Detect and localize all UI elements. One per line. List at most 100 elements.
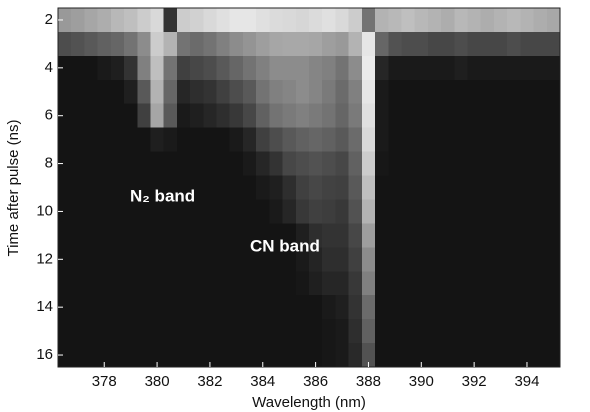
heatmap-cell — [441, 199, 455, 224]
heatmap-cell — [216, 55, 231, 81]
heatmap-cell — [97, 103, 112, 129]
heatmap-cell — [309, 175, 323, 200]
heatmap-cell — [427, 151, 442, 176]
heatmap-cell — [110, 31, 125, 57]
heatmap-cell — [97, 199, 112, 224]
heatmap-cell — [216, 79, 231, 105]
heatmap-cell — [203, 31, 217, 57]
heatmap-cell — [309, 223, 323, 248]
heatmap-cell — [124, 271, 138, 296]
heatmap-cell — [97, 247, 112, 272]
heatmap-cell — [546, 343, 561, 368]
heatmap-cell — [269, 343, 283, 368]
heatmap-cell — [388, 199, 402, 224]
heatmap-cell — [84, 55, 99, 81]
heatmap-cell — [546, 295, 561, 320]
heatmap-cell — [163, 55, 178, 81]
heatmap-cell — [309, 271, 323, 296]
heatmap-cell — [348, 55, 363, 81]
heatmap-cell — [124, 175, 138, 200]
heatmap-cell — [480, 247, 495, 272]
heatmap-cell — [309, 247, 323, 272]
heatmap-cell — [58, 55, 72, 81]
heatmap-cell — [97, 127, 112, 152]
heatmap-cell — [454, 8, 468, 33]
heatmap-cell — [507, 151, 521, 176]
heatmap-cell — [493, 295, 508, 320]
heatmap-cell — [282, 223, 297, 248]
heatmap-cell — [269, 271, 283, 296]
heatmap-cell — [150, 127, 165, 152]
heatmap-cell — [97, 223, 112, 248]
heatmap-cell — [97, 295, 112, 320]
heatmap-cell — [454, 55, 468, 81]
heatmap-cell — [110, 271, 125, 296]
heatmap-cell — [401, 247, 416, 272]
heatmap-cell — [533, 31, 548, 57]
heatmap-cell — [242, 223, 257, 248]
heatmap-cell — [84, 79, 99, 105]
heatmap-cell — [507, 295, 521, 320]
heatmap-cell — [467, 223, 482, 248]
heatmap-cell — [335, 295, 350, 320]
heatmap-cell — [348, 223, 363, 248]
heatmap-cell — [493, 151, 508, 176]
heatmap-cell — [388, 343, 402, 368]
y-tick-label: 6 — [45, 107, 53, 124]
heatmap-cell — [269, 31, 283, 57]
heatmap-cell — [546, 151, 561, 176]
heatmap-cell — [533, 55, 548, 81]
heatmap-cell — [533, 295, 548, 320]
heatmap-cell — [58, 79, 72, 105]
heatmap-cell — [203, 295, 217, 320]
heatmap-cell — [295, 79, 310, 105]
heatmap-cell — [348, 175, 363, 200]
heatmap-cell — [427, 199, 442, 224]
heatmap-cell — [401, 319, 416, 344]
heatmap-cell — [124, 295, 138, 320]
heatmap-cell — [256, 55, 270, 81]
heatmap-cell — [546, 8, 561, 33]
heatmap-cell — [269, 79, 283, 105]
heatmap-cell — [493, 319, 508, 344]
heatmap-cell — [163, 8, 178, 33]
heatmap-cell — [71, 55, 85, 81]
heatmap-cell — [533, 319, 548, 344]
heatmap-cell — [388, 31, 402, 57]
heatmap-cell — [454, 103, 468, 129]
heatmap-cell — [242, 55, 257, 81]
heatmap-cell — [137, 127, 151, 152]
heatmap-cell — [309, 343, 323, 368]
heatmap-cell — [97, 271, 112, 296]
heatmap-cell — [242, 343, 257, 368]
heatmap-cell — [269, 247, 283, 272]
heatmap-cell — [269, 295, 283, 320]
heatmap-cell — [269, 199, 283, 224]
heatmap-cell — [150, 319, 165, 344]
x-tick-label: 392 — [462, 373, 487, 390]
heatmap-cell — [58, 127, 72, 152]
heatmap-cell — [480, 223, 495, 248]
heatmap-cell — [375, 175, 389, 200]
heatmap-cell — [163, 103, 178, 129]
heatmap-cell — [441, 79, 455, 105]
heatmap-cell — [309, 31, 323, 57]
heatmap-cell — [480, 319, 495, 344]
heatmap-cell — [256, 79, 270, 105]
heatmap-cell — [322, 319, 336, 344]
y-tick-label: 16 — [36, 346, 53, 363]
y-tick-label: 2 — [45, 11, 53, 28]
x-tick-label: 388 — [356, 373, 381, 390]
heatmap-cell — [388, 79, 402, 105]
heatmap-cell — [322, 343, 336, 368]
heatmap-cell — [401, 8, 416, 33]
heatmap-cell — [256, 31, 270, 57]
heatmap-cell — [58, 319, 72, 344]
heatmap-cell — [124, 31, 138, 57]
heatmap-cell — [58, 223, 72, 248]
heatmap-cell — [97, 175, 112, 200]
heatmap-cell — [401, 127, 416, 152]
heatmap-cell — [322, 55, 336, 81]
heatmap-cell — [203, 8, 217, 33]
